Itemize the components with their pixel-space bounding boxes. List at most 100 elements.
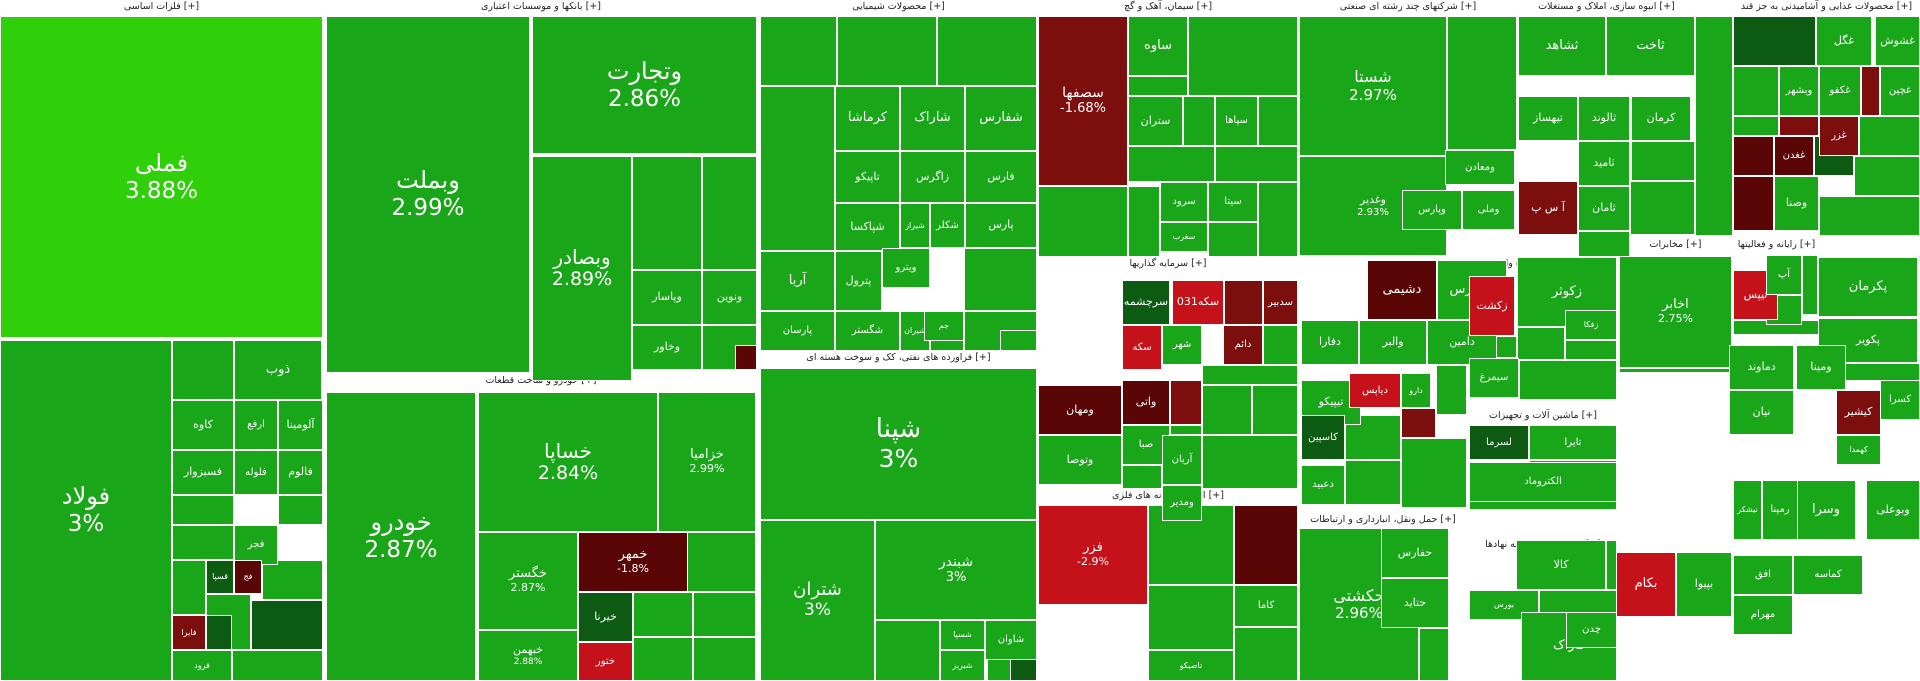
stock-tile-فجر[interactable]: فجر	[234, 525, 278, 565]
tile-unlabeled-food-5[interactable]	[1859, 116, 1920, 156]
tile-unlabeled-cement-7[interactable]	[1258, 182, 1298, 257]
stock-tile-شیراز[interactable]: شیراز	[900, 203, 930, 248]
tile-unlabeled-invest-4[interactable]	[1202, 385, 1252, 435]
stock-tile-شستا[interactable]: شستا 2.97%	[1299, 16, 1447, 156]
stock-tile-ختور[interactable]: ختور	[578, 642, 633, 681]
stock-tile-فسبزوار[interactable]: فسبزوار	[172, 450, 234, 495]
stock-tile-واتی[interactable]: واتی	[1122, 380, 1170, 425]
tile-unlabeled-banks-0[interactable]	[532, 154, 757, 156]
stock-tile-بکام[interactable]: بکام	[1616, 552, 1676, 617]
stock-tile-ارفع[interactable]: ارفع	[234, 400, 278, 450]
tile-unlabeled-food-6[interactable]	[1733, 136, 1774, 176]
stock-tile-شاراک[interactable]: شاراک	[900, 86, 965, 151]
tile-unlabeled-food-0[interactable]	[1733, 16, 1816, 66]
stock-tile-دائم[interactable]: دائم	[1223, 325, 1263, 365]
stock-tile-وخاور[interactable]: وخاور	[632, 325, 702, 370]
tile-unlabeled-metals-7[interactable]	[251, 600, 323, 650]
stock-tile-ومهان[interactable]: ومهان	[1038, 385, 1122, 435]
stock-tile-آریان[interactable]: آریان	[1162, 435, 1202, 485]
stock-tile-پارسان[interactable]: پارسان	[760, 311, 835, 351]
tile-unlabeled-food-10[interactable]	[1819, 196, 1920, 236]
tile-unlabeled-metals-3[interactable]	[172, 525, 234, 560]
stock-tile-دشیمی[interactable]: دشیمی	[1367, 260, 1437, 320]
stock-tile-شسپا[interactable]: شسپا	[940, 620, 985, 650]
tile-unlabeled-metals-9[interactable]	[206, 615, 232, 650]
stock-tile-دماوند[interactable]: دماوند	[1729, 345, 1794, 390]
stock-tile-زکشت[interactable]: زکشت	[1469, 276, 1515, 336]
tile-unlabeled-cement-8[interactable]	[1208, 222, 1258, 257]
stock-tile-وصنا[interactable]: وصنا	[1774, 176, 1819, 231]
tile-unlabeled-food-3[interactable]	[1733, 116, 1779, 136]
tile-unlabeled-pharma-3[interactable]	[1436, 365, 1467, 415]
tile-unlabeled-banks-2[interactable]	[702, 156, 757, 270]
tile-unlabeled-metals-4[interactable]	[172, 560, 206, 615]
tile-unlabeled-multi-1[interactable]	[1299, 256, 1517, 258]
stock-tile-پارس[interactable]: پارس	[965, 203, 1037, 248]
tile-unlabeled-agri-1[interactable]	[1517, 327, 1565, 360]
stock-tile-سیتا[interactable]: سیتا	[1208, 182, 1258, 222]
stock-tile-سغرب[interactable]: سغرب	[1160, 222, 1208, 252]
stock-tile-سرود[interactable]: سرود	[1160, 182, 1208, 222]
tile-unlabeled-chem-1[interactable]	[837, 16, 937, 86]
stock-tile-فولاد[interactable]: فولاد 3%	[0, 340, 172, 681]
stock-tile-قسپا[interactable]: قسپا	[206, 560, 234, 594]
stock-tile-شاوان[interactable]: شاوان	[985, 620, 1037, 660]
stock-tile-وتوصا[interactable]: وتوصا	[1038, 435, 1122, 485]
stock-tile-وپارس[interactable]: وپارس	[1402, 190, 1462, 230]
stock-tile-کسرا[interactable]: کسرا	[1880, 380, 1920, 420]
stock-tile-نیشکر[interactable]: نیشکر	[1733, 480, 1762, 540]
stock-tile-اخابر[interactable]: اخابر 2.75%	[1619, 256, 1732, 368]
stock-tile-شپاکسا[interactable]: شپاکسا	[835, 203, 900, 251]
stock-tile-سیمرغ[interactable]: سیمرغ	[1469, 358, 1519, 398]
stock-tile-شتران[interactable]: شتران 3%	[760, 520, 875, 681]
stock-tile-کیشیر[interactable]: کیشیر	[1836, 390, 1881, 435]
tile-unlabeled-mass-1[interactable]	[1630, 181, 1695, 235]
stock-tile-کرماشا[interactable]: کرماشا	[835, 86, 900, 151]
sector-header-telecom[interactable]: مخابرات [+]	[1619, 238, 1732, 252]
stock-tile-لسرما[interactable]: لسرما	[1469, 425, 1529, 460]
stock-tile-ثامید[interactable]: ثامید	[1578, 141, 1630, 186]
tile-unlabeled-chem-6[interactable]	[964, 248, 1037, 311]
stock-tile-دفارا[interactable]: دفارا	[1301, 320, 1359, 365]
stock-tile-والبر[interactable]: والبر	[1359, 320, 1427, 365]
tile-unlabeled-cement-6[interactable]	[1215, 146, 1298, 182]
stock-tile-ثالوند[interactable]: ثالوند	[1578, 96, 1630, 141]
stock-tile-ثاخت[interactable]: ثاخت	[1606, 16, 1695, 76]
stock-tile-شپنا[interactable]: شپنا 3%	[760, 368, 1037, 520]
stock-tile-حفارس[interactable]: حفارس	[1381, 528, 1449, 578]
stock-tile-تایرا[interactable]: تایرا	[1529, 425, 1617, 460]
stock-tile-رمپنا[interactable]: رمپنا	[1762, 480, 1798, 540]
stock-tile-جم[interactable]: جم	[924, 311, 964, 341]
stock-tile-وبشهر[interactable]: وبشهر	[1779, 66, 1819, 116]
stock-tile-آلومینا[interactable]: آلومینا	[278, 400, 323, 450]
tile-unlabeled-metals-1[interactable]	[278, 495, 323, 525]
stock-tile-غکفو[interactable]: غکفو	[1819, 66, 1861, 116]
stock-tile-کالا[interactable]: کالا	[1516, 540, 1606, 590]
tile-unlabeled-food-4[interactable]	[1779, 116, 1819, 136]
stock-tile-وتجارت[interactable]: وتجارت 2.86%	[532, 16, 757, 154]
tile-unlabeled-metals-8[interactable]	[232, 650, 323, 681]
tile-unlabeled-chem-2[interactable]	[937, 16, 1037, 86]
stock-tile-غگل[interactable]: غگل	[1816, 16, 1872, 66]
tile-unlabeled-food-9[interactable]	[1854, 156, 1920, 196]
tile-unlabeled-invest-8[interactable]	[1170, 425, 1202, 435]
tile-unlabeled-chem-0[interactable]	[760, 16, 837, 86]
stock-tile-تاصیکو[interactable]: تاصیکو	[1148, 650, 1234, 681]
tile-unlabeled-auto-4[interactable]	[693, 637, 756, 681]
stock-tile-زفکا[interactable]: زفکا	[1565, 310, 1617, 340]
stock-tile-ساوه[interactable]: ساوه	[1128, 16, 1188, 76]
stock-tile-چدن[interactable]: چدن	[1566, 612, 1617, 648]
tile-unlabeled-multi-0[interactable]	[1447, 16, 1517, 150]
tile-unlabeled-invest-0[interactable]	[1224, 280, 1263, 325]
sector-header-banks[interactable]: بانکها و موسسات اعتباری [+]	[326, 0, 756, 14]
tile-unlabeled-mass-2[interactable]	[1578, 231, 1630, 257]
stock-tile-خبهمن[interactable]: خبهمن 2.88%	[478, 630, 578, 681]
stock-tile-دیاپس[interactable]: دیاپس	[1349, 373, 1401, 408]
stock-tile-ذوب[interactable]: ذوب	[234, 340, 322, 400]
stock-tile-زاگرس[interactable]: زاگرس	[900, 151, 965, 203]
stock-tile-وپاسار[interactable]: وپاسار	[632, 270, 702, 325]
sector-header-oil[interactable]: فراورده های نفتی، کک و سوخت هسته ای [+]	[760, 351, 1037, 365]
sector-header-transport[interactable]: حمل ونقل، انبارداری و ارتباطات [+]	[1299, 513, 1467, 527]
stock-tile-مهرام[interactable]: مهرام	[1733, 595, 1793, 635]
stock-tile-ویترو[interactable]: ویترو	[882, 248, 930, 288]
